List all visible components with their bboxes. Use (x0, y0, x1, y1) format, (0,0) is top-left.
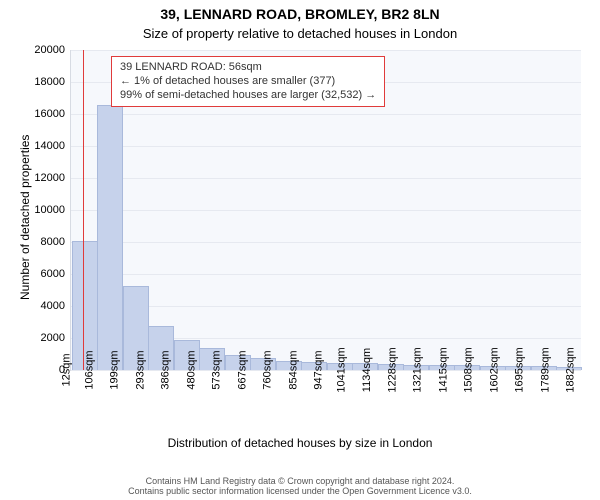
x-tick: 1789sqm (533, 347, 551, 392)
annotation-line: ← 1% of detached houses are smaller (377… (120, 75, 376, 89)
attribution-line-1: Contains HM Land Registry data © Crown c… (8, 476, 592, 486)
x-tick: 854sqm (281, 350, 299, 389)
y-axis-label: Number of detached properties (18, 135, 32, 300)
x-tick: 947sqm (306, 350, 324, 389)
x-tick: 1321sqm (405, 347, 423, 392)
gridline (71, 50, 581, 51)
x-tick: 106sqm (77, 350, 95, 389)
y-tick: 20000 (34, 44, 71, 56)
x-tick: 480sqm (179, 350, 197, 389)
annotation-line: 99% of semi-detached houses are larger (… (120, 89, 376, 103)
histogram-plot: 0200040006000800010000120001400016000180… (70, 50, 581, 371)
x-tick: 12sqm (54, 353, 72, 386)
gridline (71, 370, 581, 371)
y-tick: 2000 (41, 332, 71, 344)
x-tick: 386sqm (153, 350, 171, 389)
y-tick: 4000 (41, 300, 71, 312)
gridline (71, 210, 581, 211)
gridline (71, 114, 581, 115)
gridline (71, 274, 581, 275)
y-tick: 10000 (34, 204, 71, 216)
x-tick: 1041sqm (329, 347, 347, 392)
x-tick: 1134sqm (355, 348, 373, 392)
x-tick: 760sqm (255, 350, 273, 389)
histogram-bar (97, 105, 123, 370)
page-title: 39, LENNARD ROAD, BROMLEY, BR2 8LN (0, 6, 600, 22)
x-tick: 1508sqm (456, 347, 474, 392)
y-tick: 16000 (34, 108, 71, 120)
gridline (71, 146, 581, 147)
y-tick: 18000 (34, 76, 71, 88)
x-tick: 1882sqm (558, 347, 576, 392)
annotation-box: 39 LENNARD ROAD: 56sqm← 1% of detached h… (111, 56, 385, 107)
y-tick: 6000 (41, 268, 71, 280)
y-tick: 8000 (41, 236, 71, 248)
annotation-line: 39 LENNARD ROAD: 56sqm (120, 61, 376, 75)
x-tick: 573sqm (204, 350, 222, 389)
x-tick: 1602sqm (482, 347, 500, 392)
x-tick: 1228sqm (380, 347, 398, 392)
x-tick: 293sqm (128, 350, 146, 389)
reference-line (83, 50, 84, 370)
attribution-line-2: Contains public sector information licen… (8, 486, 592, 496)
page-subtitle: Size of property relative to detached ho… (0, 26, 600, 41)
y-tick: 12000 (34, 172, 71, 184)
gridline (71, 178, 581, 179)
x-tick: 199sqm (102, 350, 120, 389)
y-tick: 14000 (34, 140, 71, 152)
x-axis-label: Distribution of detached houses by size … (0, 436, 600, 450)
x-tick: 1695sqm (507, 347, 525, 392)
attribution: Contains HM Land Registry data © Crown c… (0, 476, 600, 496)
x-tick: 1415sqm (431, 347, 449, 392)
x-tick: 667sqm (230, 350, 248, 389)
gridline (71, 242, 581, 243)
